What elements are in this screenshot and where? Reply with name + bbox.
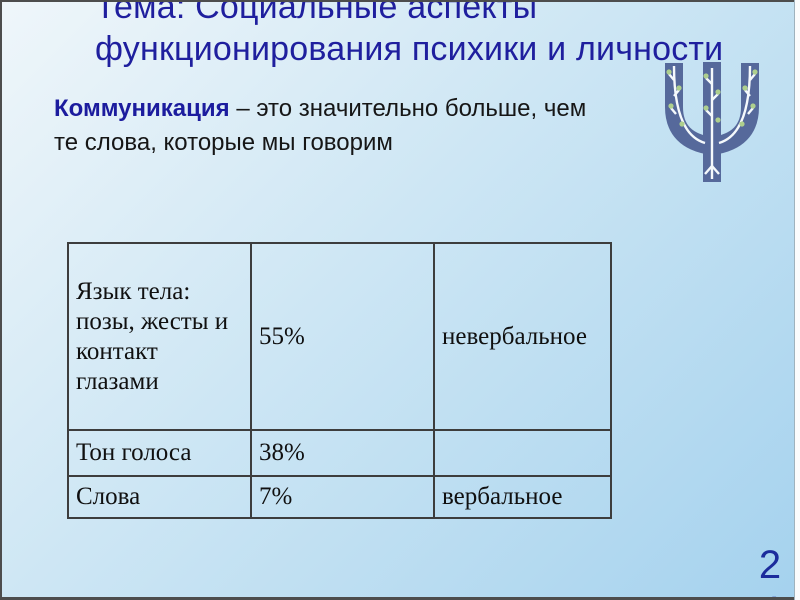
cell-category: невербальное bbox=[433, 242, 612, 431]
body-text-line1: – это значительно больше, чем bbox=[229, 95, 587, 122]
cell-label: Язык тела: позы, жесты и контакт глазами bbox=[67, 242, 252, 431]
slide-page-number: 24 bbox=[758, 543, 782, 597]
slide-title-line2: функционирования психики и личности bbox=[95, 30, 724, 68]
cell-category bbox=[433, 429, 612, 477]
slide-title-line1: Тема: Социальные аспекты bbox=[95, 0, 538, 26]
slide-title: Тема: Социальные аспекты функционировани… bbox=[95, 0, 724, 70]
cell-label: Слова bbox=[67, 475, 252, 519]
communication-table: Язык тела: позы, жесты и контакт глазами… bbox=[67, 242, 612, 519]
cell-category: вербальное bbox=[433, 475, 612, 519]
psi-tree-logo-icon bbox=[665, 62, 759, 182]
table-row: Тон голоса 38% bbox=[67, 429, 612, 477]
cell-percent: 38% bbox=[250, 429, 435, 477]
body-paragraph: Коммуникация – это значительно больше, ч… bbox=[54, 92, 654, 160]
cell-percent: 7% bbox=[250, 475, 435, 519]
slide-right-edge bbox=[794, 0, 800, 600]
cell-percent: 55% bbox=[250, 242, 435, 431]
table-row: Язык тела: позы, жесты и контакт глазами… bbox=[67, 242, 612, 431]
body-lead-word: Коммуникация bbox=[54, 95, 230, 122]
body-text-line2: те слова, которые мы говорим bbox=[54, 129, 393, 156]
cell-label: Тон голоса bbox=[67, 429, 252, 477]
table-row: Слова 7% вербальное bbox=[67, 475, 612, 519]
